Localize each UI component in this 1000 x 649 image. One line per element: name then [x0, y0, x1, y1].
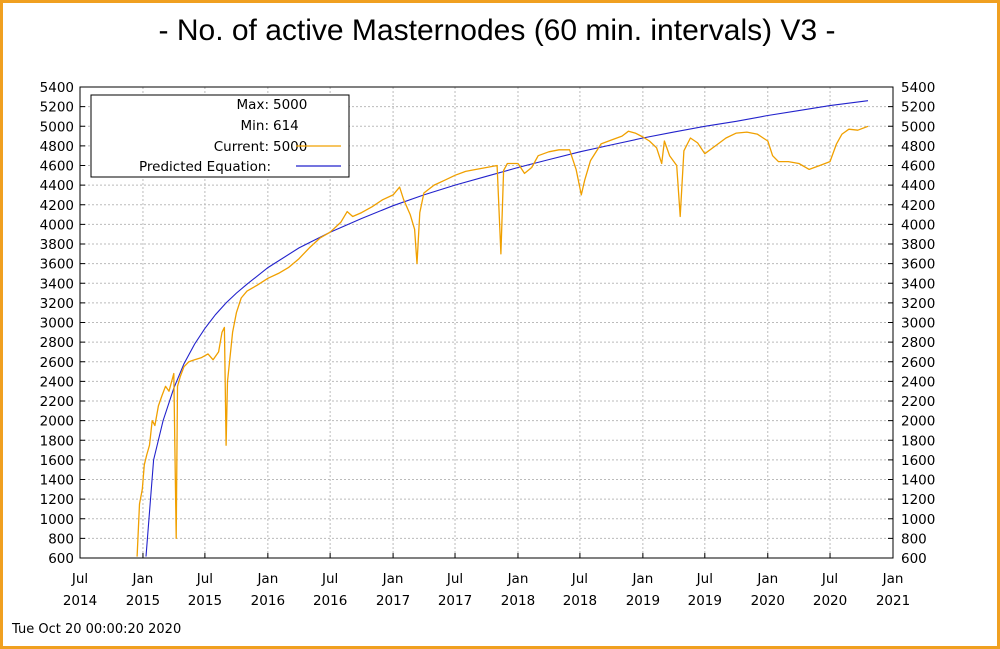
y-tick-label: 1400 [40, 473, 74, 489]
y-tick-label: 800 [48, 531, 74, 547]
y-tick-label: 5400 [901, 80, 935, 96]
x-tick-label-month: Jan [507, 571, 529, 587]
y-tick-label: 3400 [901, 276, 935, 292]
x-tick-label-year: 2021 [876, 593, 910, 609]
legend-min-value: 614 [273, 118, 299, 134]
x-tick-label-year: 2016 [313, 593, 347, 609]
y-tick-label: 2000 [901, 414, 935, 430]
y-tick-label: 5400 [40, 80, 74, 96]
y-tick-label: 2200 [40, 394, 74, 410]
x-tick-label-year: 2018 [501, 593, 535, 609]
x-tick-label-year: 2014 [63, 593, 97, 609]
y-tick-label: 5200 [901, 100, 935, 116]
legend-predicted-label: Predicted Equation: [139, 159, 271, 175]
timestamp-footer: Tue Oct 20 00:00:20 2020 [12, 622, 182, 637]
y-tick-label: 1800 [901, 433, 935, 449]
y-tick-label: 5200 [40, 100, 74, 116]
legend-current-value: 5000 [273, 139, 307, 155]
x-tick-label-month: Jul [821, 571, 838, 587]
x-tick-label-year: 2015 [188, 593, 222, 609]
x-tick-label-month: Jul [71, 571, 88, 587]
y-tick-label: 2200 [901, 394, 935, 410]
y-tick-label: 2600 [40, 355, 74, 371]
y-tick-label: 3200 [901, 296, 935, 312]
y-tick-label: 2400 [901, 374, 935, 390]
y-tick-label: 5000 [901, 119, 935, 135]
legend-max-value: 5000 [273, 97, 307, 113]
x-tick-label-year: 2019 [626, 593, 660, 609]
y-axis-right: 600 800 1000 1200 1400 1600 1800 2000 2200 2400 26… [888, 80, 935, 567]
plot-border [79, 86, 894, 559]
y-tick-label: 600 [901, 551, 927, 567]
y-tick-label: 2000 [40, 414, 74, 430]
y-tick-label: 4000 [40, 217, 74, 233]
x-tick-label-month: Jan [631, 571, 653, 587]
y-tick-label: 3400 [40, 276, 74, 292]
plot-area [136, 100, 869, 557]
y-tick-label: 4400 [901, 178, 935, 194]
y-tick-label: 1600 [40, 453, 74, 469]
y-tick-label: 3800 [40, 237, 74, 253]
y-tick-label: 800 [901, 531, 927, 547]
x-tick-label-year: 2020 [813, 593, 847, 609]
x-tick-label-month: Jul [321, 571, 338, 587]
y-tick-label: 3800 [901, 237, 935, 253]
x-tick-label-month: Jan [882, 571, 904, 587]
x-tick-label-month: Jul [571, 571, 588, 587]
x-tick-label-month: Jan [756, 571, 778, 587]
legend-box [90, 94, 350, 178]
y-tick-label: 1800 [40, 433, 74, 449]
y-tick-label: 4200 [40, 198, 74, 214]
x-tick-label-year: 2015 [126, 593, 160, 609]
legend-max-label: Max: [237, 97, 269, 113]
y-tick-label: 4400 [40, 178, 74, 194]
y-tick-label: 2400 [40, 374, 74, 390]
y-tick-label: 3000 [901, 316, 935, 332]
y-tick-label: 2800 [901, 335, 935, 351]
y-axis-left: 600 800 1000 1200 1400 1600 1800 2000 2200 2400 26… [40, 80, 85, 567]
y-tick-label: 1200 [40, 492, 74, 508]
chart-title: - No. of active Masternodes (60 min. int… [158, 14, 836, 47]
y-tick-label: 1000 [40, 512, 74, 528]
x-tick-label-year: 2018 [563, 593, 597, 609]
legend-min-label: Min: [240, 118, 269, 134]
y-tick-label: 1200 [901, 492, 935, 508]
x-tick-label-month: Jul [196, 571, 213, 587]
x-tick-label-month: Jan [382, 571, 404, 587]
series-predicted-line [145, 100, 869, 557]
legend: Max: 5000 Min: 614 Current: 5000 Predict… [90, 94, 350, 178]
grid-lines [80, 87, 893, 558]
y-tick-label: 1600 [901, 453, 935, 469]
y-tick-label: 4800 [901, 139, 935, 155]
series-current-line [136, 125, 869, 557]
x-tick-label-year: 2019 [688, 593, 722, 609]
x-tick-label-year: 2016 [251, 593, 285, 609]
x-tick-label-month: Jan [132, 571, 154, 587]
y-tick-label: 4600 [901, 159, 935, 175]
legend-current-label: Current: [214, 139, 269, 155]
y-tick-label: 1000 [901, 512, 935, 528]
x-tick-label-year: 2017 [376, 593, 410, 609]
x-tick-label-month: Jul [696, 571, 713, 587]
y-tick-label: 4200 [901, 198, 935, 214]
y-tick-label: 3200 [40, 296, 74, 312]
y-tick-label: 2600 [901, 355, 935, 371]
y-tick-label: 3600 [40, 257, 74, 273]
x-axis: Jul 2014 Jan 2015 Jul 2015 Jan 2016 Jul 2016 Jan 20… [63, 553, 910, 609]
y-tick-label: 2800 [40, 335, 74, 351]
y-tick-label: 1400 [901, 473, 935, 489]
y-tick-label: 4000 [901, 217, 935, 233]
y-tick-label: 4600 [40, 159, 74, 175]
y-tick-label: 600 [48, 551, 74, 567]
y-tick-label: 3600 [901, 257, 935, 273]
y-tick-label: 3000 [40, 316, 74, 332]
y-tick-label: 5000 [40, 119, 74, 135]
x-tick-label-month: Jul [446, 571, 463, 587]
y-tick-label: 4800 [40, 139, 74, 155]
x-tick-label-year: 2020 [751, 593, 785, 609]
x-tick-label-year: 2017 [438, 593, 472, 609]
x-tick-label-month: Jan [256, 571, 278, 587]
